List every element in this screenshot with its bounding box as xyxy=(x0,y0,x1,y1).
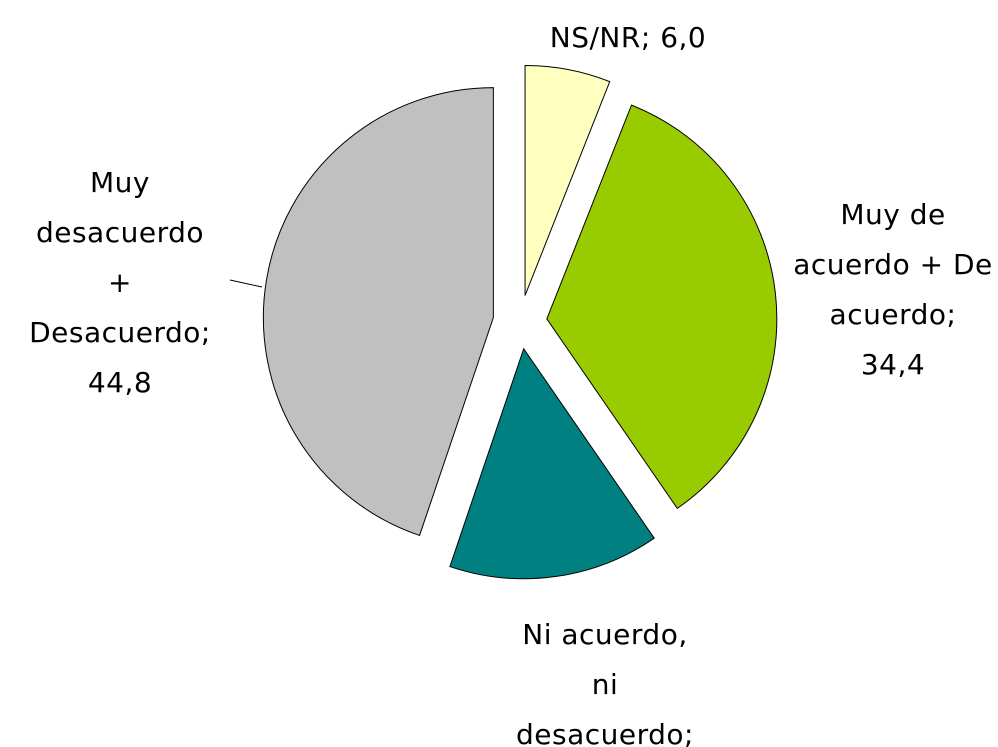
slice-label: Ni acuerdo, ni desacuerdo; xyxy=(505,610,705,747)
pie-slice xyxy=(524,64,611,296)
slice-label: Muy de acuerdo + De acuerdo; 34,4 xyxy=(793,190,993,390)
slice-label: Muy desacuerdo + Desacuerdo; 44,8 xyxy=(20,158,220,408)
slice-label: NS/NR; 6,0 xyxy=(478,13,778,63)
pie-slice xyxy=(262,87,494,537)
pie-slice xyxy=(449,347,655,580)
category-label: Muy desacuerdo + Desacuerdo; xyxy=(29,166,211,349)
pie-slice xyxy=(546,104,778,510)
leader-line xyxy=(229,279,263,288)
category-label: Muy de acuerdo + De acuerdo; xyxy=(793,198,993,331)
category-label: Ni acuerdo, ni desacuerdo; xyxy=(516,618,694,747)
value-label: 34,4 xyxy=(860,348,926,381)
value-label: 44,8 xyxy=(87,366,153,399)
category-label: NS/NR; xyxy=(549,21,651,54)
value-label: 6,0 xyxy=(660,21,707,54)
